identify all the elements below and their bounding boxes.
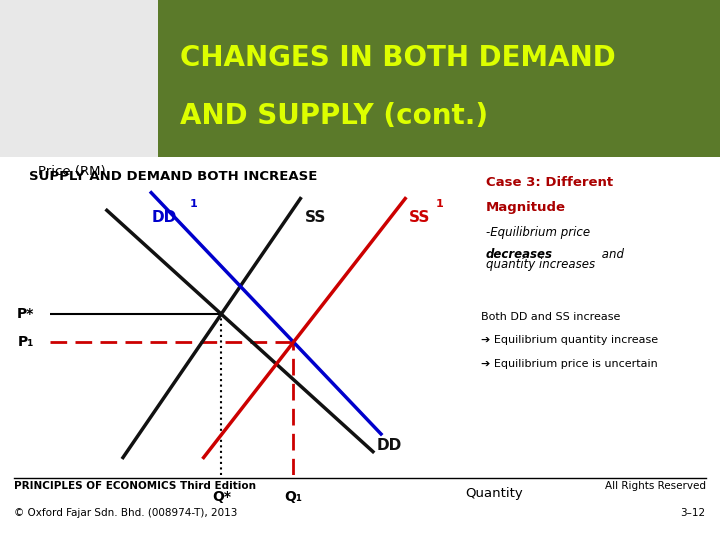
Text: Price (RM): Price (RM) <box>38 165 106 178</box>
Text: SS: SS <box>305 210 325 225</box>
Bar <box>0 0 158 157</box>
Text: Both DD and SS increase: Both DD and SS increase <box>481 312 621 322</box>
Text: 1: 1 <box>189 199 197 208</box>
Bar <box>158 0 720 157</box>
Text: 3–12: 3–12 <box>680 508 706 518</box>
Text: ➔ Equilibrium quantity increase: ➔ Equilibrium quantity increase <box>481 335 658 345</box>
Text: © Oxford Fajar Sdn. Bhd. (008974-T), 2013: © Oxford Fajar Sdn. Bhd. (008974-T), 201… <box>14 508 238 518</box>
Text: PRINCIPLES OF ECONOMICS Third Edition: PRINCIPLES OF ECONOMICS Third Edition <box>14 481 256 491</box>
Text: -Equilibrium price: -Equilibrium price <box>486 226 590 239</box>
Text: Q*: Q* <box>212 490 230 504</box>
Text: All Rights Reserved: All Rights Reserved <box>605 481 706 491</box>
Text: 1: 1 <box>436 199 444 208</box>
Text: CHANGES IN BOTH DEMAND: CHANGES IN BOTH DEMAND <box>180 44 616 72</box>
Text: DD: DD <box>377 438 402 453</box>
Text: DD: DD <box>151 210 176 225</box>
Text: P*: P* <box>17 307 35 321</box>
Text: Case 3: Different: Case 3: Different <box>486 176 613 189</box>
Text: Quantity: Quantity <box>466 487 523 500</box>
Text: Magnitude: Magnitude <box>486 201 566 214</box>
Text: and: and <box>598 248 624 261</box>
Text: SS: SS <box>409 210 431 225</box>
Text: Q₁: Q₁ <box>284 490 302 504</box>
Text: AND SUPPLY (cont.): AND SUPPLY (cont.) <box>180 102 488 130</box>
Text: decreases: decreases <box>486 248 553 261</box>
Text: SUPPLY AND DEMAND BOTH INCREASE: SUPPLY AND DEMAND BOTH INCREASE <box>29 170 318 183</box>
Text: P₁: P₁ <box>18 335 35 349</box>
Text: ➔ Equilibrium price is uncertain: ➔ Equilibrium price is uncertain <box>481 359 657 369</box>
Text: quantity increases: quantity increases <box>486 258 595 271</box>
